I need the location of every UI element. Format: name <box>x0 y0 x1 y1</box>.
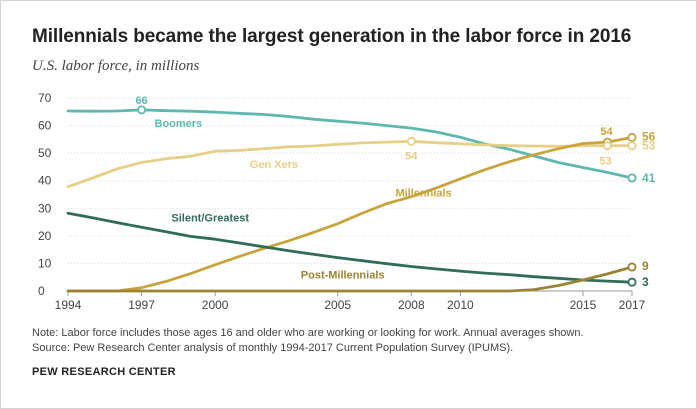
x-tick-label: 2017 <box>619 298 646 312</box>
data-label-boomers: 41 <box>642 171 656 185</box>
y-tick-label: 20 <box>38 229 52 243</box>
x-tick-label: 2005 <box>324 298 351 312</box>
data-label-boomers: 66 <box>135 95 147 107</box>
series-line-post-millennials <box>66 265 634 293</box>
y-tick-label: 50 <box>38 146 52 160</box>
x-tick-label: 1997 <box>128 298 155 312</box>
data-point-marker <box>627 141 637 151</box>
x-tick-label: 2010 <box>447 298 474 312</box>
y-tick-label: 60 <box>38 119 52 133</box>
chart-title: Millennials became the largest generatio… <box>32 26 632 47</box>
series-line-gen-xers <box>66 139 634 189</box>
series-label-millennials: Millennials <box>395 188 451 200</box>
x-tick-label: 2015 <box>570 298 597 312</box>
line-chart: 0 10 20 30 40 50 60 70 1994 1997 2000 2005 2008 2010 2… <box>38 91 656 312</box>
series-line-silent-greatest <box>66 211 634 284</box>
series-label-gen-xers: Gen Xers <box>250 159 298 171</box>
x-tick-label: 1994 <box>55 298 82 312</box>
data-point-marker <box>627 277 637 287</box>
data-point-marker <box>602 141 612 151</box>
data-point-marker <box>627 173 637 183</box>
data-label-silent-greatest: 3 <box>642 275 649 289</box>
data-label-gen-xers: 54 <box>405 150 418 162</box>
series-line-boomers <box>66 108 634 180</box>
x-tick-label: 2000 <box>202 298 229 312</box>
y-tick-label: 0 <box>38 284 45 298</box>
y-tick-label: 40 <box>38 174 52 188</box>
gridlines <box>68 97 632 264</box>
x-tick-label: 2008 <box>398 298 425 312</box>
series-label-post-millennials: Post-Millennials <box>301 270 385 282</box>
data-label-millennials: 54 <box>600 126 613 138</box>
chart-subtitle: U.S. labor force, in millions <box>32 58 200 74</box>
source-text: Source: Pew Research Center analysis of … <box>32 342 514 354</box>
data-point-marker <box>137 105 147 115</box>
data-point-marker <box>406 136 416 146</box>
data-point-marker <box>627 262 637 272</box>
y-tick-label: 30 <box>38 201 52 215</box>
note-text: Note: Labor force includes those ages 16… <box>32 327 584 339</box>
data-label-gen-xers: 53 <box>599 156 611 168</box>
y-tick-label: 10 <box>38 256 52 270</box>
series-label-silent-greatest: Silent/Greatest <box>171 213 249 225</box>
series-line-millennials <box>66 135 634 293</box>
point-markers <box>137 105 637 287</box>
series-label-boomers: Boomers <box>155 118 203 130</box>
data-label-post-millennials: 9 <box>642 259 649 273</box>
series-labels: Boomers 66 41 Gen Xers 54 53 53 Millennials 54 56… <box>135 95 655 289</box>
data-point-marker <box>627 132 637 142</box>
organization-logo-text: PEW RESEARCH CENTER <box>32 366 176 378</box>
data-label-gen-xers: 53 <box>642 139 656 153</box>
y-tick-label: 70 <box>38 91 52 105</box>
data-label-millennials: 56 <box>642 129 656 143</box>
series-lines <box>66 108 634 293</box>
